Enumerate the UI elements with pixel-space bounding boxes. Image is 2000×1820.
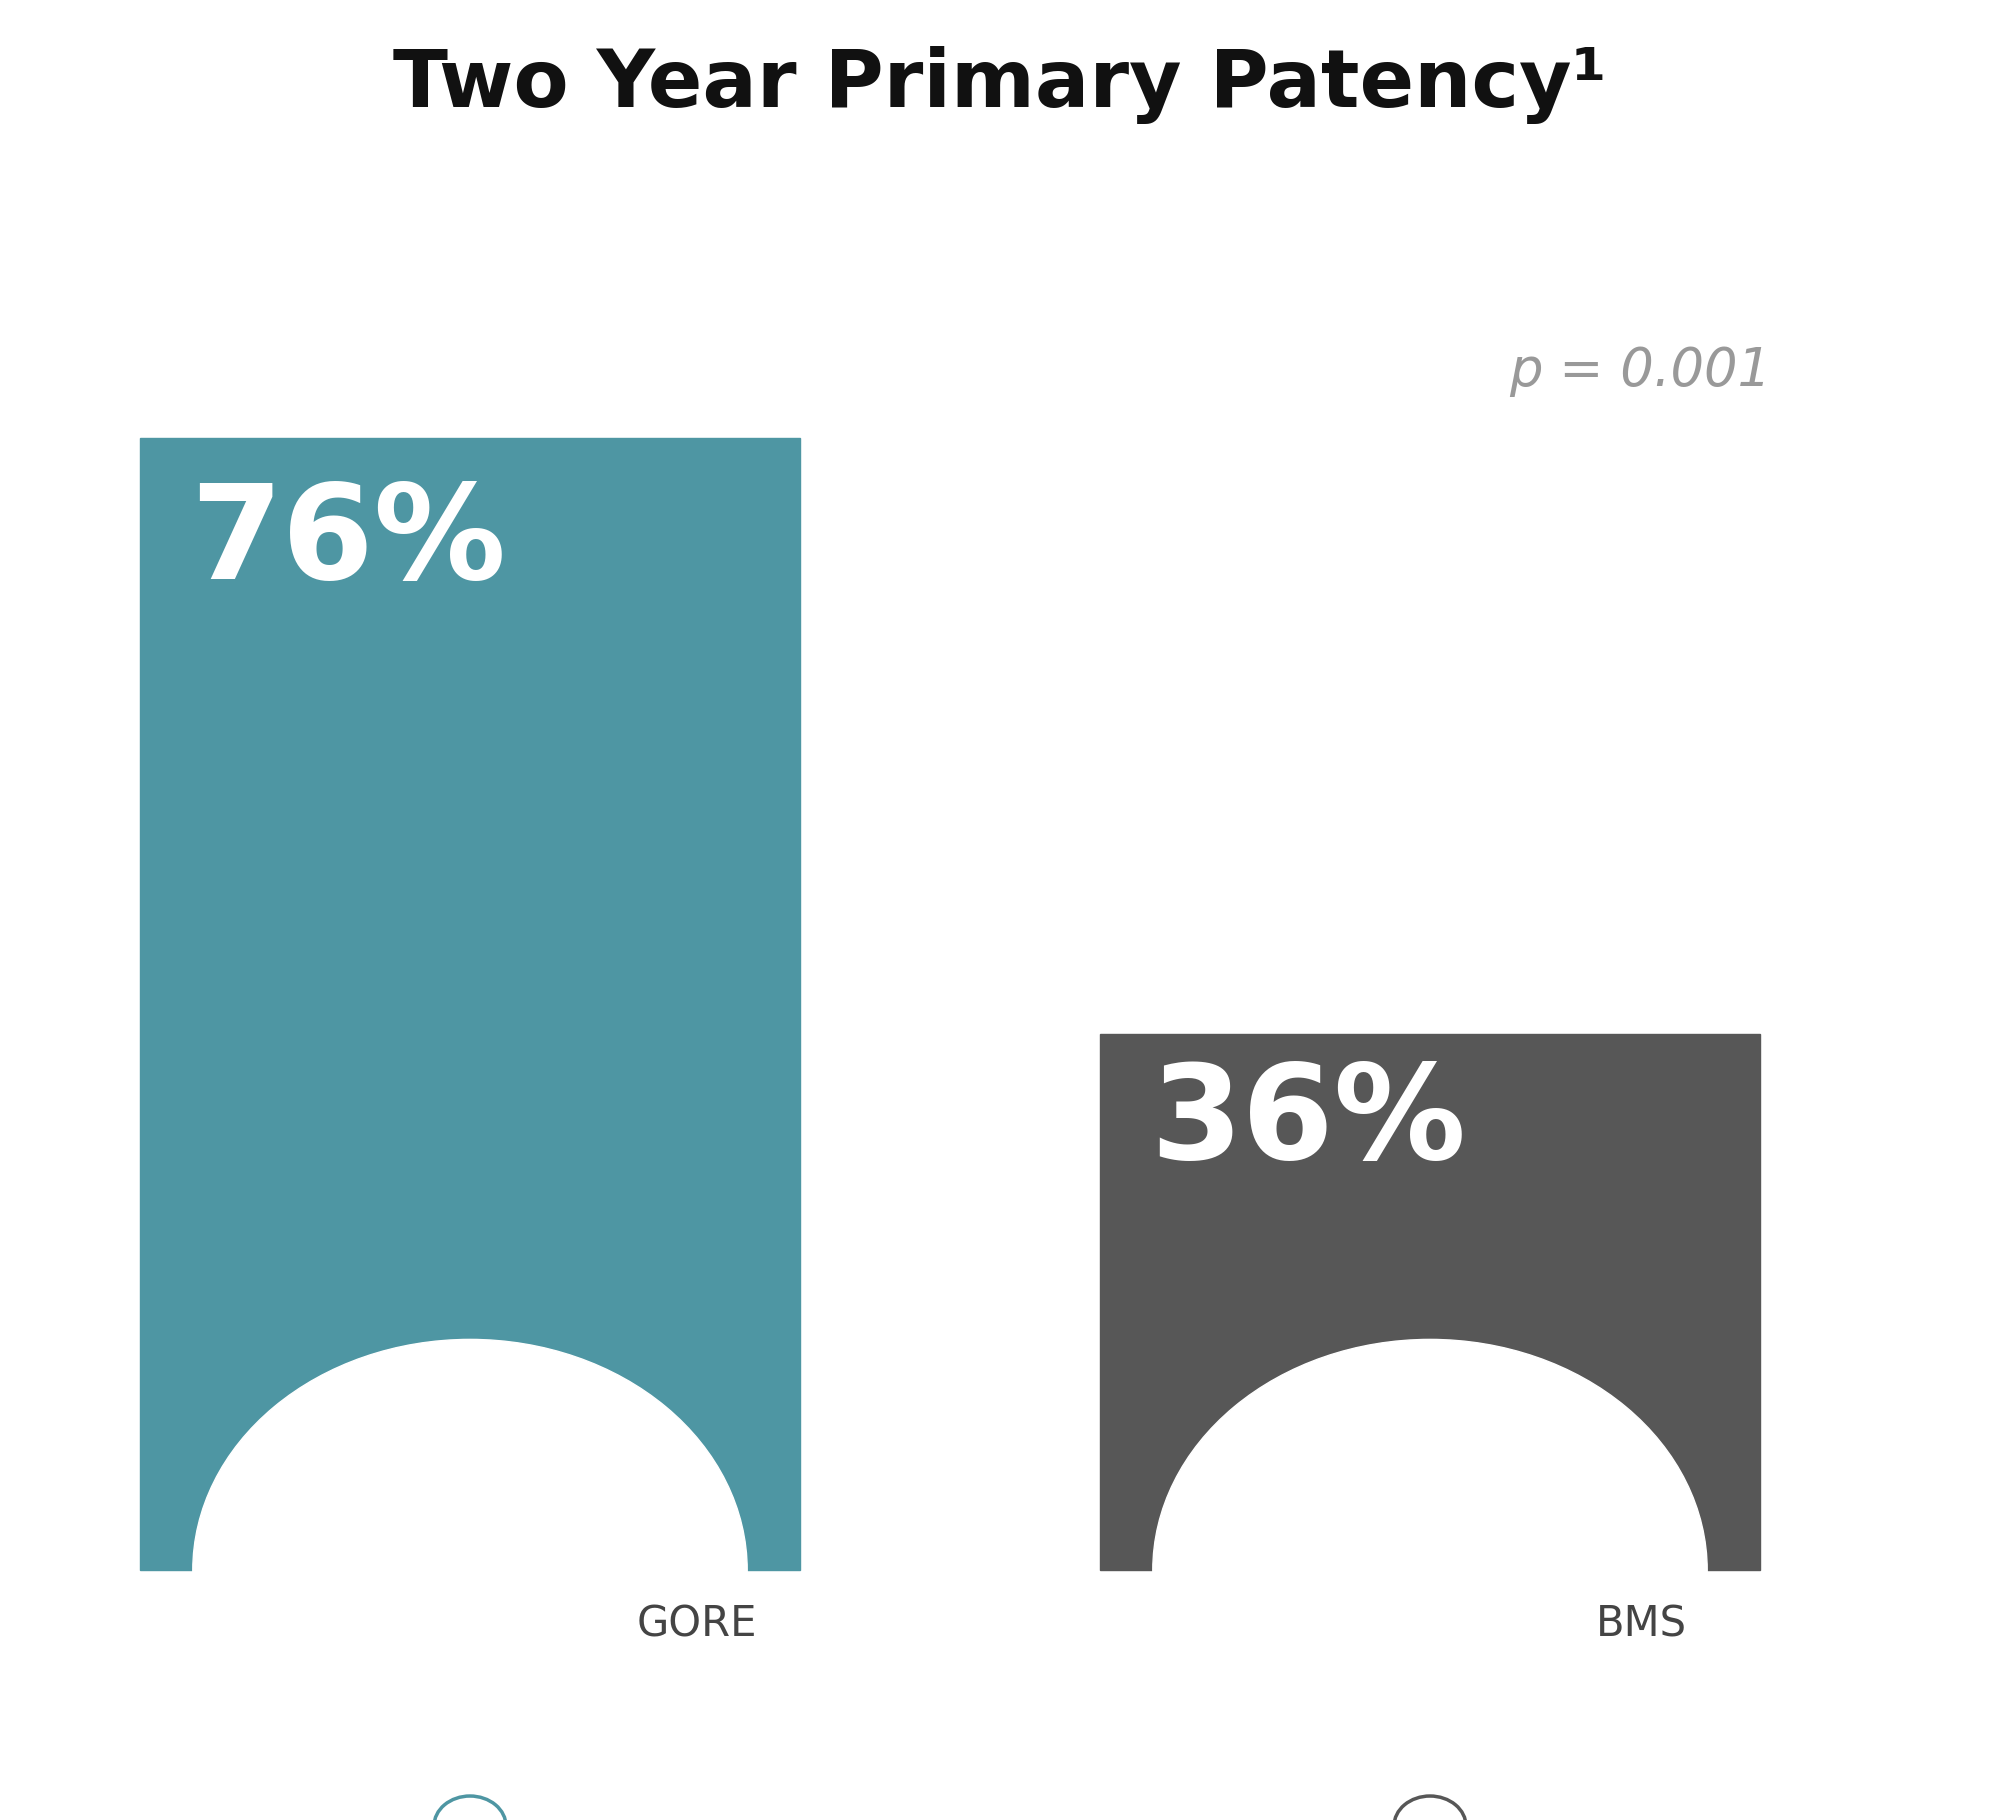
Bar <box>140 439 800 1571</box>
Text: Two Year Primary Patency¹: Two Year Primary Patency¹ <box>394 46 1606 124</box>
Circle shape <box>192 1340 748 1802</box>
Text: 36%: 36% <box>1150 1059 1466 1187</box>
Text: BMS: BMS <box>1596 1603 1688 1645</box>
Text: p = 0.001: p = 0.001 <box>1510 346 1772 397</box>
Text: GORE: GORE <box>636 1603 756 1645</box>
Bar <box>1100 1034 1760 1571</box>
Circle shape <box>1152 1340 1708 1802</box>
Text: 76%: 76% <box>190 479 506 606</box>
